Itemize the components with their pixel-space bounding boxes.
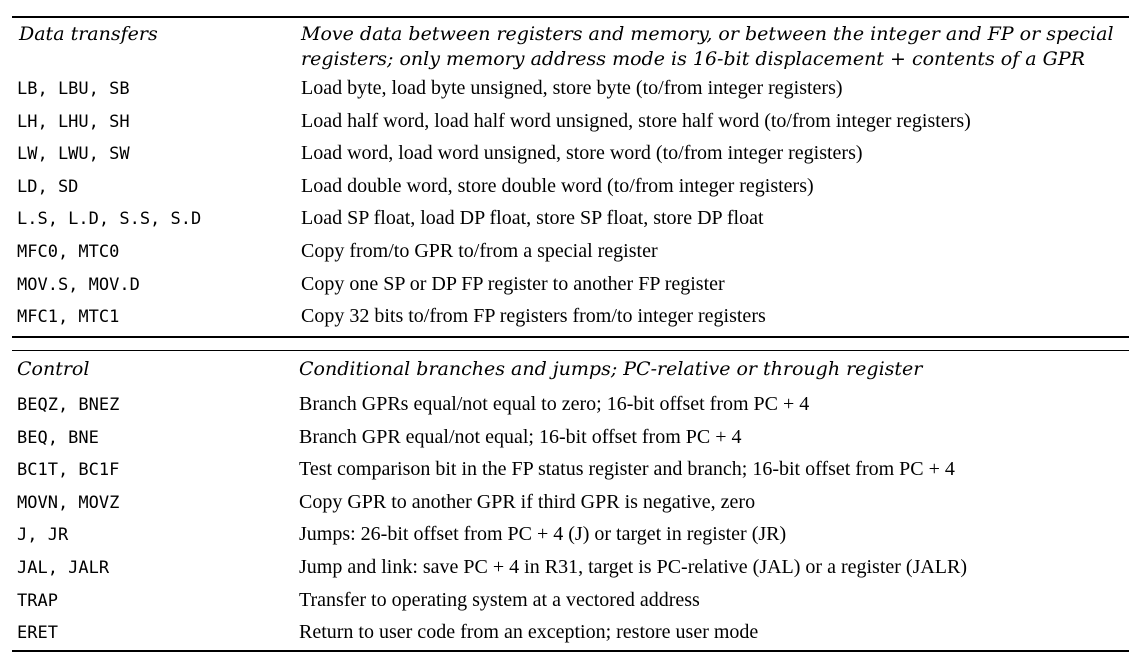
bottom-rule: [12, 650, 1129, 652]
meaning-cell: Copy from/to GPR to/from a special regis…: [301, 239, 658, 262]
table-row: ERET Return to user code from an exceptio…: [0, 617, 1142, 650]
table-row: LH, LHU, SH Load half word, load half wor…: [0, 106, 1142, 139]
meaning-cell: Load word, load word unsigned, store wor…: [301, 142, 863, 165]
table-row: LW, LWU, SW Load word, load word unsigned…: [0, 138, 1142, 171]
table-row: BEQ, BNE Branch GPR equal/not equal; 16-b…: [0, 422, 1142, 455]
meaning-cell: Load SP float, load DP float, store SP f…: [301, 207, 764, 230]
opcode-cell: MOVN, MOVZ: [17, 492, 120, 513]
opcode-cell: TRAP: [17, 590, 58, 611]
opcode-cell: BEQ, BNE: [17, 427, 99, 448]
section-header: Control Conditional branches and jumps; …: [0, 357, 1142, 389]
meaning-cell: Copy 32 bits to/from FP registers from/t…: [301, 305, 766, 328]
opcode-cell: LB, LBU, SB: [17, 79, 130, 99]
table-row: LD, SD Load double word, store double wor…: [0, 171, 1142, 204]
opcode-cell: J, JR: [17, 525, 69, 546]
opcode-cell: MOV.S, MOV.D: [17, 274, 140, 295]
meaning-cell: Copy one SP or DP FP register to another…: [301, 272, 725, 295]
opcode-cell: LW, LWU, SW: [17, 144, 130, 165]
meaning-cell: Copy GPR to another GPR if third GPR is …: [299, 490, 756, 513]
table-row: MFC0, MTC0 Copy from/to GPR to/from a spe…: [0, 236, 1142, 269]
opcode-cell: ERET: [17, 623, 58, 644]
table-row: J, JR Jumps: 26-bit offset from PC + 4 (J…: [0, 519, 1142, 552]
meaning-cell: Test comparison bit in the FP status reg…: [299, 458, 955, 481]
table-row: LB, LBU, SB Load byte, load byte unsigned…: [0, 73, 1142, 106]
section-description-line1: Move data between registers and memory, …: [301, 23, 1114, 45]
section-description-line2: registers; only memory address mode is 1…: [301, 48, 1085, 70]
opcode-cell: L.S, L.D, S.S, S.D: [17, 209, 202, 230]
table-row: JAL, JALR Jump and link: save PC + 4 in R…: [0, 552, 1142, 585]
top-rule: [12, 16, 1129, 18]
meaning-cell: Branch GPR equal/not equal; 16-bit offse…: [299, 425, 742, 448]
opcode-cell: MFC0, MTC0: [17, 241, 120, 262]
opcode-cell: BC1T, BC1F: [17, 460, 120, 481]
meaning-cell: Transfer to operating system at a vector…: [299, 588, 700, 611]
meaning-cell: Branch GPRs equal/not equal to zero; 16-…: [299, 393, 810, 415]
table-row: L.S, L.D, S.S, S.D Load SP float, load DP…: [0, 203, 1142, 236]
table-row: MOVN, MOVZ Copy GPR to another GPR if thi…: [0, 487, 1142, 520]
section-category: Control: [17, 358, 90, 380]
meaning-cell: Load half word, load half word unsigned,…: [301, 109, 971, 132]
meaning-cell: Jump and link: save PC + 4 in R31, targe…: [299, 555, 968, 578]
section-divider: [12, 350, 1129, 351]
table-row: MFC1, MTC1 Copy 32 bits to/from FP regist…: [0, 301, 1142, 334]
section-data-transfers: Data transfers Move data between registe…: [0, 22, 1142, 334]
opcode-cell: LD, SD: [17, 176, 79, 197]
opcode-cell: MFC1, MTC1: [17, 307, 120, 328]
meaning-cell: Load byte, load byte unsigned, store byt…: [301, 77, 843, 99]
meaning-cell: Load double word, store double word (to/…: [301, 174, 814, 197]
section-category: Data transfers: [19, 23, 158, 45]
section-control: Control Conditional branches and jumps; …: [0, 357, 1142, 650]
table-row: BEQZ, BNEZ Branch GPRs equal/not equal to…: [0, 389, 1142, 422]
opcode-cell: JAL, JALR: [17, 557, 110, 578]
section-divider: [12, 336, 1129, 338]
section-description-line1: Conditional branches and jumps; PC-relat…: [299, 358, 923, 380]
table-row: BC1T, BC1F Test comparison bit in the FP …: [0, 454, 1142, 487]
opcode-cell: BEQZ, BNEZ: [17, 395, 120, 415]
section-header: Data transfers Move data between registe…: [0, 22, 1142, 73]
meaning-cell: Return to user code from an exception; r…: [299, 621, 759, 644]
table-row: MOV.S, MOV.D Copy one SP or DP FP registe…: [0, 269, 1142, 302]
opcode-cell: LH, LHU, SH: [17, 111, 130, 132]
table-row: TRAP Transfer to operating system at a ve…: [0, 585, 1142, 618]
meaning-cell: Jumps: 26-bit offset from PC + 4 (J) or …: [299, 523, 787, 546]
